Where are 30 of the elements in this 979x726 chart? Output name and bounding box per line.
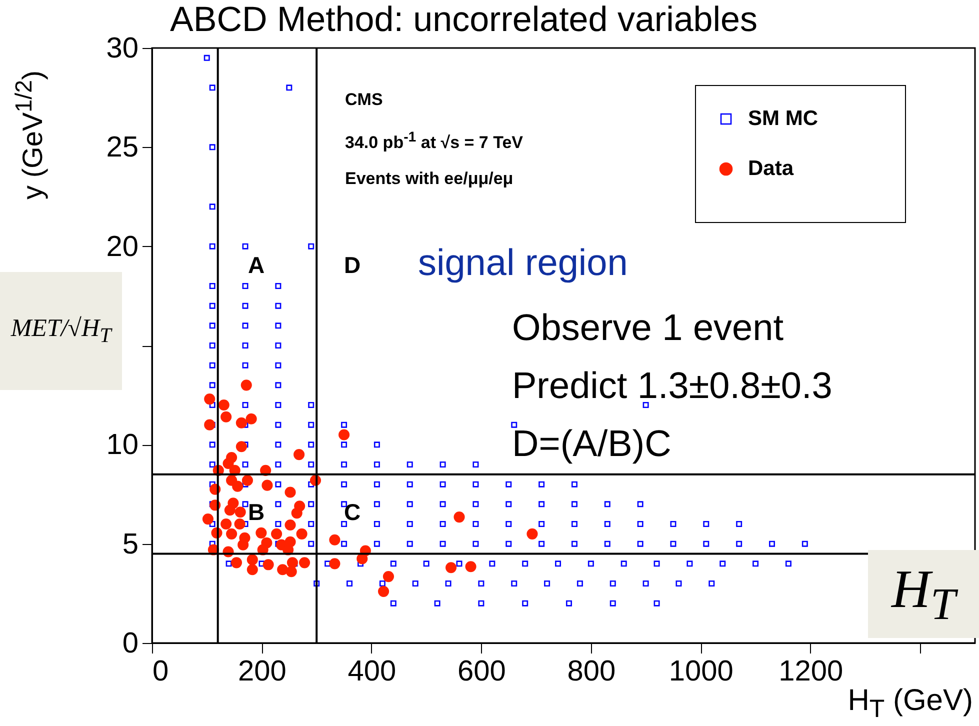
annotation: 34.0 pb$^{-1}$ at √s = 7 TeV xyxy=(345,129,524,152)
x-tick-label: 0 xyxy=(152,656,169,688)
annotation: signal region xyxy=(418,242,628,283)
y-tick-label: 25 xyxy=(106,132,138,164)
annotation: Observe 1 event xyxy=(512,307,784,348)
y-tick-label: 5 xyxy=(122,528,138,560)
x-tick-label: 1200 xyxy=(778,656,844,688)
annotation: B xyxy=(248,499,265,525)
text: MET/√H$_{T}$ xyxy=(10,315,112,348)
legend-label: Data xyxy=(748,157,794,181)
chart-title: ABCD Method: uncorrelated variables xyxy=(170,0,758,39)
annotation: CMS xyxy=(345,90,383,109)
legend-label: SM MC xyxy=(748,107,818,131)
y-tick-label: 30 xyxy=(106,32,138,64)
annotation: Predict 1.3±0.8±0.3 xyxy=(512,365,832,406)
x-axis-title: H$_{T}$ (GeV) xyxy=(848,684,973,723)
annotation: Events with ee/μμ/eμ xyxy=(345,169,514,188)
annotation: H$_{T}$ xyxy=(891,558,956,628)
x-tick-label: 400 xyxy=(348,656,396,688)
x-tick-label: 800 xyxy=(567,656,616,688)
x-tick-label: 600 xyxy=(458,656,506,688)
annotation: D xyxy=(344,252,361,278)
annotation: C xyxy=(344,499,361,525)
x-tick-label: 200 xyxy=(238,656,286,688)
y-tick-label: 10 xyxy=(106,429,138,462)
x-tick-label: 1000 xyxy=(668,656,734,688)
annotation: A xyxy=(248,252,265,278)
y-tick-label: 20 xyxy=(106,230,138,263)
annotation: D=(A/B)C xyxy=(512,423,672,464)
y-tick-label: 0 xyxy=(122,628,138,660)
